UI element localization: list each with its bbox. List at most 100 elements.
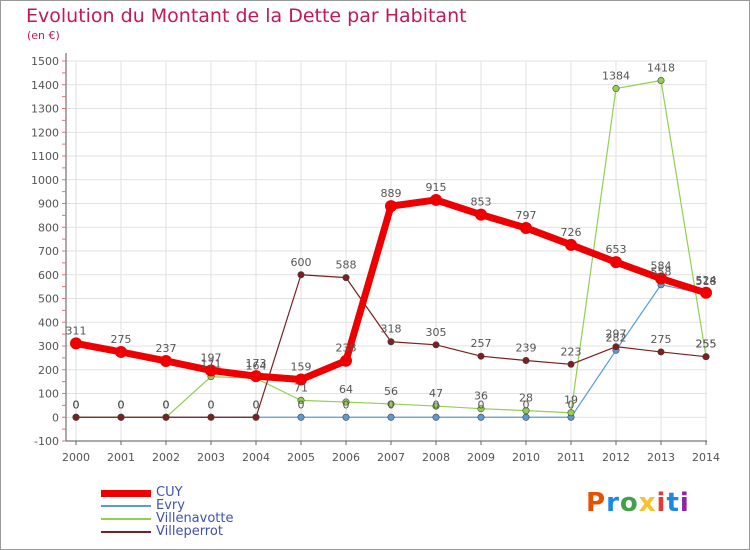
point-evry xyxy=(387,413,395,421)
point-villenavotte xyxy=(342,398,350,406)
data-label-villeperrot: 0 xyxy=(208,398,215,411)
data-label-villenavotte: 0 xyxy=(73,398,80,411)
point-villenavotte xyxy=(522,407,530,415)
y-tick-label: 700 xyxy=(38,245,59,258)
data-label-evry: 0 xyxy=(208,398,215,411)
logo-letter: t xyxy=(666,488,680,518)
data-label-villenavotte: 28 xyxy=(519,392,533,405)
point-evry xyxy=(342,413,350,421)
logo-letter: r xyxy=(606,488,620,518)
legend-swatch-villeperrot xyxy=(101,531,151,533)
point-cuy xyxy=(700,286,712,299)
logo-letter: i xyxy=(656,488,667,518)
legend-swatch-villenavotte xyxy=(101,518,151,520)
data-label-evry: 0 xyxy=(73,398,80,411)
data-label-villeperrot: 305 xyxy=(426,326,447,339)
point-cuy xyxy=(385,200,397,213)
point-cuy xyxy=(340,354,352,367)
data-label-cuy: 797 xyxy=(516,209,537,222)
data-label-evry: 0 xyxy=(343,398,350,411)
y-tick-label: 1400 xyxy=(31,79,59,92)
x-tick-label: 2014 xyxy=(692,451,720,464)
y-tick-label: 900 xyxy=(38,198,59,211)
y-tick-label: 800 xyxy=(38,221,59,234)
data-label-cuy: 889 xyxy=(381,187,402,200)
x-tick-label: 2004 xyxy=(242,451,270,464)
data-label-villeperrot: 588 xyxy=(336,259,357,272)
point-cuy xyxy=(610,256,622,269)
point-villeperrot xyxy=(432,341,440,349)
data-label-cuy: 584 xyxy=(651,260,672,273)
logo-letter: P xyxy=(586,488,607,518)
data-label-villenavotte: 255 xyxy=(696,338,717,351)
point-villeperrot xyxy=(702,353,710,361)
data-label-cuy: 726 xyxy=(561,226,582,239)
legend-label-villeperrot: Villeperrot xyxy=(156,524,223,539)
data-label-villenavotte: 0 xyxy=(163,398,170,411)
y-tick-label: 1300 xyxy=(31,103,59,116)
data-label-villeperrot: 257 xyxy=(471,337,492,350)
data-label-evry: 0 xyxy=(388,398,395,411)
proxiti-logo: Proxiti xyxy=(586,488,690,518)
data-label-villenavotte: 171 xyxy=(201,358,222,371)
data-label-cuy: 311 xyxy=(66,324,87,337)
data-label-evry: 0 xyxy=(478,398,485,411)
point-villeperrot xyxy=(72,413,80,421)
point-evry xyxy=(297,413,305,421)
y-tick-label: 400 xyxy=(38,316,59,329)
axes: -100010020030040050060070080090010001100… xyxy=(31,53,720,464)
data-label-evry: 0 xyxy=(298,398,305,411)
data-label-evry: 0 xyxy=(433,398,440,411)
data-label-evry: 0 xyxy=(253,398,260,411)
legend-label-evry: Evry xyxy=(156,498,185,513)
point-cuy xyxy=(70,337,82,350)
point-cuy xyxy=(655,272,667,285)
data-label-villenavotte: 1384 xyxy=(602,70,630,83)
legend: CUY Evry Villenavotte Villeperrot xyxy=(101,485,301,539)
point-cuy xyxy=(475,208,487,221)
point-cuy xyxy=(520,221,532,234)
x-tick-label: 2005 xyxy=(287,451,315,464)
x-tick-label: 2007 xyxy=(377,451,405,464)
point-evry xyxy=(477,413,485,421)
data-label-villeperrot: 275 xyxy=(651,333,672,346)
point-villenavotte xyxy=(432,402,440,410)
data-label-evry: 0 xyxy=(118,398,125,411)
x-tick-label: 2013 xyxy=(647,451,675,464)
data-label-villenavotte: 0 xyxy=(118,398,125,411)
y-tick-label: 0 xyxy=(52,411,59,424)
legend-item-evry: Evry xyxy=(101,498,301,513)
data-label-evry: 518 xyxy=(696,275,717,288)
data-label-villeperrot: 0 xyxy=(253,398,260,411)
data-label-evry: 0 xyxy=(568,398,575,411)
data-label-cuy: 853 xyxy=(471,196,492,209)
chart-title: Evolution du Montant de la Dette par Hab… xyxy=(26,5,467,27)
data-label-evry: 0 xyxy=(523,398,530,411)
data-label-cuy: 524 xyxy=(696,274,717,287)
data-label-cuy: 653 xyxy=(606,243,627,256)
point-cuy xyxy=(115,345,127,358)
legend-item-villeperrot: Villeperrot xyxy=(101,524,301,539)
data-label-villeperrot: 0 xyxy=(163,398,170,411)
point-villeperrot xyxy=(162,413,170,421)
y-tick-label: 100 xyxy=(38,388,59,401)
logo-letter: i xyxy=(679,488,690,518)
y-tick-label: 1000 xyxy=(31,174,59,187)
point-villenavotte xyxy=(477,405,485,413)
data-label-cuy: 275 xyxy=(111,333,132,346)
data-label-villeperrot: 223 xyxy=(561,345,582,358)
point-villeperrot xyxy=(117,413,125,421)
data-label-evry: 282 xyxy=(606,331,627,344)
data-label-villenavotte: 47 xyxy=(429,387,443,400)
point-villenavotte xyxy=(297,396,305,404)
y-tick-label: 1100 xyxy=(31,150,59,163)
chart-subtitle: (en €) xyxy=(27,29,60,42)
x-tick-label: 2000 xyxy=(62,451,90,464)
data-label-villeperrot: 600 xyxy=(291,256,312,269)
y-tick-label: 200 xyxy=(38,364,59,377)
x-tick-label: 2003 xyxy=(197,451,225,464)
data-label-villenavotte: 164 xyxy=(246,359,267,372)
data-label-evry: 0 xyxy=(163,398,170,411)
